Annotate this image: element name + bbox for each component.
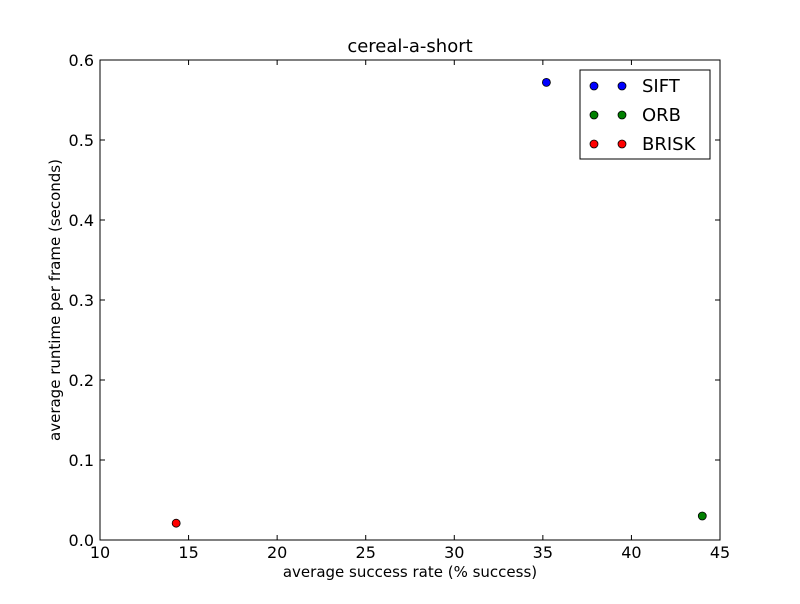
legend-marker-orb bbox=[589, 110, 599, 120]
y-axis-ticks: 0.0 0.1 0.2 0.3 0.4 0.5 0.6 bbox=[69, 51, 720, 550]
y-axis-label: average runtime per frame (seconds) bbox=[46, 159, 64, 441]
x-tick-label: 45 bbox=[710, 543, 730, 562]
x-tick-label: 35 bbox=[533, 543, 553, 562]
x-tick-label: 15 bbox=[178, 543, 198, 562]
legend-marker-sift bbox=[589, 81, 599, 91]
x-tick-label: 25 bbox=[356, 543, 376, 562]
y-tick-label: 0.6 bbox=[69, 51, 94, 70]
y-tick-label: 0.3 bbox=[69, 291, 94, 310]
y-tick-label: 0.4 bbox=[69, 211, 94, 230]
legend-label-sift: SIFT bbox=[642, 76, 681, 97]
legend: SIFT ORB BRISK bbox=[579, 69, 711, 160]
x-axis-label: average success rate (% success) bbox=[283, 563, 537, 581]
x-tick-label: 10 bbox=[90, 543, 110, 562]
x-tick-label: 40 bbox=[621, 543, 641, 562]
legend-label-orb: ORB bbox=[642, 105, 681, 126]
legend-box bbox=[579, 69, 711, 160]
x-tick-label: 30 bbox=[444, 543, 464, 562]
data-point-brisk bbox=[171, 518, 181, 528]
legend-marker-brisk bbox=[617, 139, 627, 149]
data-points bbox=[171, 78, 707, 528]
y-tick-label: 0.0 bbox=[69, 531, 94, 550]
data-point-sift bbox=[542, 78, 551, 87]
y-tick-label: 0.5 bbox=[69, 131, 94, 150]
x-axis-ticks: 10 15 20 25 30 35 40 45 bbox=[90, 60, 730, 562]
legend-marker-sift bbox=[617, 81, 627, 91]
chart-title: cereal-a-short bbox=[347, 36, 472, 57]
data-point-orb bbox=[697, 511, 707, 521]
legend-label-brisk: BRISK bbox=[642, 134, 697, 155]
legend-marker-orb bbox=[617, 110, 627, 120]
x-tick-label: 20 bbox=[267, 543, 287, 562]
y-tick-label: 0.2 bbox=[69, 371, 94, 390]
y-tick-label: 0.1 bbox=[69, 451, 94, 470]
legend-marker-brisk bbox=[589, 139, 599, 149]
